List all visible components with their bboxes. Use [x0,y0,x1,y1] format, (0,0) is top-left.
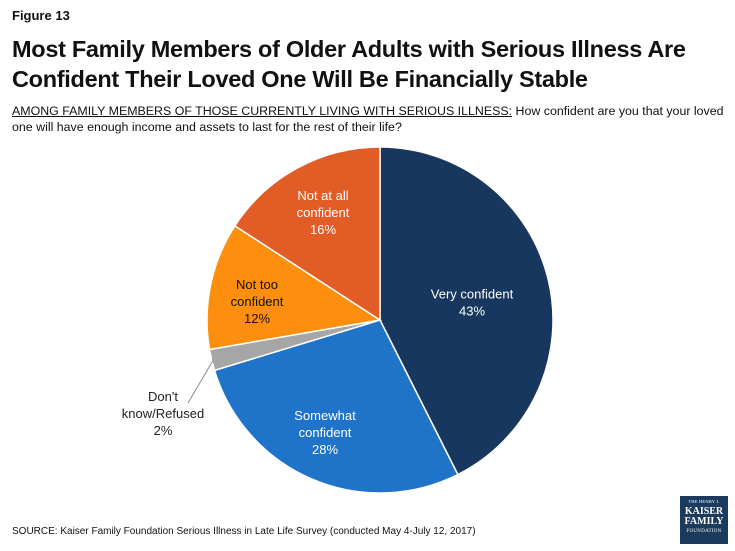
data-label-category: Not too [236,277,278,292]
pie-slice-not-too-confident [206,224,383,351]
logo-line-4: FOUNDATION [686,528,722,534]
data-label-value: 16% [310,222,336,237]
data-label-category: know/Refused [122,406,204,421]
subtitle-lead: AMONG FAMILY MEMBERS OF THOSE CURRENTLY … [12,104,513,118]
data-label-category: confident [297,205,350,220]
figure-label: Figure 13 [12,8,70,23]
pie-slice-not-at-all-confident [233,146,381,322]
chart-subtitle: AMONG FAMILY MEMBERS OF THOSE CURRENTLY … [12,103,724,135]
pie-slice-somewhat-confident [213,319,459,494]
data-label-value: 43% [459,304,485,319]
pie-slice-very-confident [379,146,554,476]
logo-line-2: KAISER [684,505,724,517]
logo-line-1: THE HENRY J. [688,499,720,504]
leader-line [187,359,215,404]
source-note: SOURCE: Kaiser Family Foundation Serious… [12,526,476,537]
data-label-category: confident [299,425,352,440]
data-label-category: confident [231,294,284,309]
data-label-value: 12% [244,311,270,326]
chart-title: Most Family Members of Older Adults with… [12,36,686,92]
data-label-category: Very confident [431,287,514,302]
data-label-category: Somewhat [294,408,356,423]
data-label-value: 28% [312,442,338,457]
data-label-value: 2% [154,423,173,438]
logo-line-3: FAMILY [684,515,724,527]
data-label-category: Don't [148,389,178,404]
subtitle-question: How confident are you that your loved on… [12,104,724,134]
kff-logo: THE HENRY J. KAISER FAMILY FOUNDATION [680,496,728,544]
data-label-category: Not at all [297,188,348,203]
